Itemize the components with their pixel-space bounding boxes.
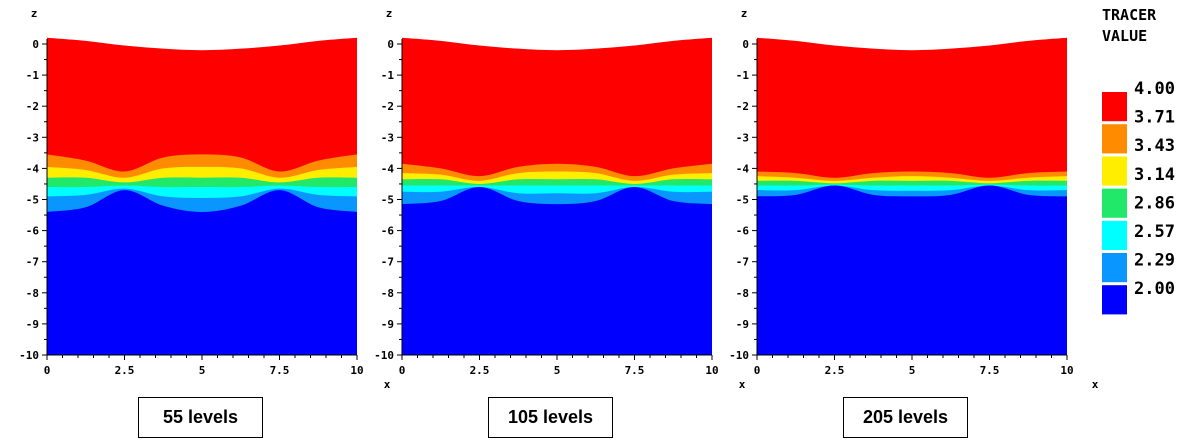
y-tick-label: -9 — [26, 318, 39, 331]
y-tick-label: -2 — [26, 100, 39, 113]
caption-55-levels: 55 levels — [138, 397, 263, 438]
y-tick-label: 0 — [742, 38, 749, 51]
y-tick-label: -5 — [736, 194, 749, 207]
y-tick-label: 0 — [387, 38, 394, 51]
x-axis-label: x — [1092, 378, 1099, 391]
legend-swatch — [1102, 156, 1127, 186]
y-tick-label: -7 — [736, 256, 749, 269]
x-tick-label: 0 — [399, 364, 406, 377]
y-tick-label: -4 — [26, 162, 40, 175]
y-tick-label: -3 — [736, 131, 749, 144]
y-tick-label: -7 — [381, 256, 394, 269]
legend-level-label: 2.57 — [1134, 222, 1175, 242]
x-tick-label: 10 — [350, 364, 363, 377]
x-tick-label: 7.5 — [980, 364, 1000, 377]
x-tick-label: 2.5 — [470, 364, 490, 377]
y-tick-label: -6 — [736, 225, 750, 238]
y-tick-label: -5 — [381, 194, 394, 207]
x-tick-label: 2.5 — [115, 364, 135, 377]
legend-swatch — [1102, 92, 1127, 122]
y-tick-label: -9 — [736, 318, 749, 331]
x-tick-label: 10 — [705, 364, 718, 377]
legend-title-line: VALUE — [1102, 27, 1147, 45]
contour-panel-2: 0 -1 -2 -3 -4 -5 -6 -7 -8 -9 -10 0 2.5 5 7.5 10 z x — [374, 7, 746, 391]
legend-swatch — [1102, 124, 1127, 154]
legend-level-label: 4.00 — [1134, 79, 1175, 99]
y-tick-label: -3 — [381, 131, 394, 144]
x-tick-label: 2.5 — [825, 364, 845, 377]
y-tick-label: -7 — [26, 256, 39, 269]
legend-level-label: 3.43 — [1134, 136, 1175, 156]
x-tick-label: 0 — [44, 364, 51, 377]
legend-level-label: 2.86 — [1134, 193, 1175, 213]
y-tick-label: -2 — [381, 100, 394, 113]
y-tick-label: 0 — [32, 38, 39, 51]
y-tick-label: -10 — [374, 349, 394, 362]
x-axis-label: x — [739, 378, 746, 391]
contour-band-7 — [402, 187, 712, 355]
legend-level-label: 3.71 — [1134, 108, 1175, 128]
y-tick-label: -1 — [736, 69, 750, 82]
y-tick-label: -10 — [729, 349, 749, 362]
y-tick-label: -6 — [381, 225, 395, 238]
y-tick-label: -8 — [381, 287, 394, 300]
y-tick-label: -5 — [26, 194, 39, 207]
caption-205-levels: 205 levels — [843, 397, 968, 438]
contour-band-7 — [47, 190, 357, 355]
contour-panel-1: 0 -1 -2 -3 -4 -5 -6 -7 -8 -9 -10 0 2.5 5 7.5 10 z x — [19, 7, 391, 391]
y-tick-label: -4 — [381, 162, 395, 175]
y-tick-label: -10 — [19, 349, 39, 362]
x-tick-label: 5 — [554, 364, 561, 377]
contour-panel-3: 0 -1 -2 -3 -4 -5 -6 -7 -8 -9 -10 0 2.5 5 7.5 10 z x — [729, 7, 1099, 391]
y-tick-label: -2 — [736, 100, 749, 113]
legend-swatch — [1102, 188, 1127, 218]
y-tick-label: -1 — [26, 69, 40, 82]
y-tick-label: -6 — [26, 225, 40, 238]
y-axis-label: z — [31, 7, 38, 20]
y-axis-label: z — [386, 7, 393, 20]
color-legend: TRACER VALUE 4.00 3.71 3.43 3.14 2.86 2.57 2.29 2… — [1102, 6, 1175, 315]
y-tick-label: -3 — [26, 131, 39, 144]
y-axis-label: z — [741, 7, 748, 20]
x-tick-label: 10 — [1060, 364, 1073, 377]
legend-swatch — [1102, 253, 1127, 283]
x-tick-label: 7.5 — [270, 364, 290, 377]
legend-swatch — [1102, 220, 1127, 250]
caption-105-levels: 105 levels — [488, 397, 613, 438]
legend-level-label: 2.29 — [1134, 251, 1175, 271]
legend-level-label: 3.14 — [1134, 165, 1175, 185]
legend-title-line: TRACER — [1102, 6, 1157, 24]
y-tick-label: -8 — [736, 287, 749, 300]
x-tick-label: 0 — [754, 364, 761, 377]
x-tick-label: 5 — [909, 364, 916, 377]
y-tick-label: -9 — [381, 318, 394, 331]
x-tick-label: 5 — [199, 364, 206, 377]
x-tick-label: 7.5 — [625, 364, 645, 377]
legend-level-label: 2.00 — [1134, 279, 1175, 299]
x-axis-label: x — [384, 378, 391, 391]
y-tick-label: -1 — [381, 69, 395, 82]
y-tick-label: -4 — [736, 162, 750, 175]
contour-band-7 — [757, 185, 1067, 355]
legend-swatch — [1102, 285, 1127, 315]
y-tick-label: -8 — [26, 287, 39, 300]
